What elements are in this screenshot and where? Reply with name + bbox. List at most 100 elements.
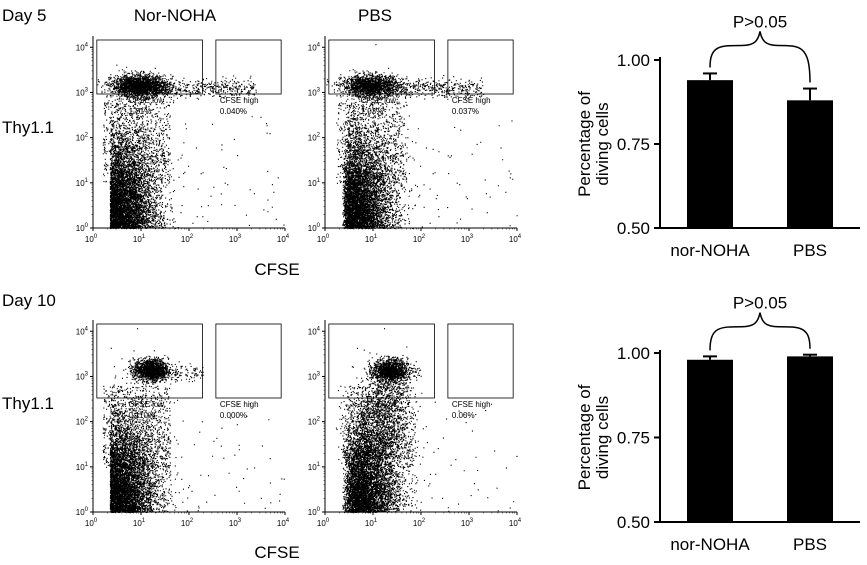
flow-y-tick-exp: 2: [85, 133, 89, 139]
x-label-row1: CFSE: [254, 260, 299, 279]
flow-x-tick-exp: 1: [374, 234, 378, 240]
gate-high-label: CFSE high: [220, 96, 259, 105]
bar-y-label-line1: Percentage of: [575, 91, 594, 197]
flow-x-tick-exp: 1: [142, 518, 146, 524]
gate-low-label: CFSE low: [361, 400, 397, 409]
bar-nor-noha: [687, 359, 733, 522]
significance-brace: [709, 312, 811, 351]
bar-category-label: PBS: [793, 241, 827, 260]
flow-x-tick-label: 100: [317, 234, 330, 244]
bar-nor-noha: [687, 80, 733, 228]
flow-x-tick-label: 100: [85, 518, 98, 528]
flow-y-tick-label: 100: [308, 223, 321, 233]
flow-y-tick-label: 102: [76, 133, 89, 143]
gate-cfse-high: [215, 39, 282, 95]
flow-x-tick-exp: 0: [326, 518, 330, 524]
panel-title-r1p1: Nor-NOHA: [134, 6, 217, 25]
flow-y-tick-exp: 4: [317, 326, 321, 332]
flow-x-tick-exp: 3: [238, 234, 242, 240]
gate-low-pct: 0.120%: [361, 411, 388, 420]
gate-cfse-high: [447, 39, 514, 95]
flow-event-dots: [97, 64, 285, 230]
flow-y-tick-label: 103: [76, 87, 89, 97]
flow-x-tick-label: 101: [365, 234, 378, 244]
gate-low-label: CFSE low: [361, 96, 397, 105]
flow-x-tick-exp: 2: [422, 234, 426, 240]
flow-y-tick-exp: 1: [317, 462, 321, 468]
flow-y-tick-label: 103: [76, 371, 89, 381]
flow-x-tick-label: 100: [317, 518, 330, 528]
flow-x-tick-label: 103: [229, 234, 242, 244]
gate-high-pct: 0.00%: [452, 411, 475, 420]
significance-label: P>0.05: [733, 12, 787, 31]
flow-x-tick-label: 100: [85, 234, 98, 244]
flow-y-tick-label: 101: [308, 178, 321, 188]
bar-y-tick-label: 1.00: [617, 51, 650, 70]
flow-x-tick-label: 101: [133, 234, 146, 244]
gate-low-pct: 1.03%: [361, 107, 384, 116]
flow-y-tick-label: 101: [76, 462, 89, 472]
gate-cfse-low: [328, 39, 435, 95]
bar-y-tick-label: 0.50: [617, 219, 650, 238]
flow-y-tick-label: 103: [308, 87, 321, 97]
flow-y-tick-label: 101: [76, 178, 89, 188]
y-marker-row2: Thy1.1: [2, 394, 54, 413]
bar-y-tick-label: 0.75: [617, 135, 650, 154]
flow-y-tick-exp: 1: [85, 178, 89, 184]
bar-y-tick-label: 0.75: [617, 429, 650, 448]
flow-x-tick-exp: 2: [190, 234, 194, 240]
flow-x-tick-exp: 1: [142, 234, 146, 240]
flow-y-tick-label: 100: [308, 507, 321, 517]
gate-high-label: CFSE high: [452, 400, 491, 409]
flow-x-tick-label: 104: [509, 518, 522, 528]
flow-x-tick-exp: 3: [238, 518, 242, 524]
flow-x-tick-exp: 4: [518, 518, 522, 524]
flow-y-tick-label: 104: [308, 326, 321, 336]
flow-x-tick-exp: 0: [326, 234, 330, 240]
gate-high-label: CFSE high: [452, 96, 491, 105]
flow-events: [335, 328, 518, 514]
x-label-row2: CFSE: [254, 543, 299, 562]
flow-x-tick-label: 101: [365, 518, 378, 528]
significance-brace: [709, 31, 811, 83]
gate-low-pct: 0.110%: [129, 411, 156, 420]
day-label-row2: Day 10: [2, 291, 56, 310]
flow-y-tick-exp: 0: [317, 507, 321, 513]
flow-y-tick-label: 103: [308, 371, 321, 381]
flow-x-tick-label: 103: [461, 518, 474, 528]
flow-y-tick-exp: 2: [317, 133, 321, 139]
flow-x-tick-label: 103: [461, 234, 474, 244]
flow-x-tick-exp: 2: [422, 518, 426, 524]
flow-x-tick-label: 102: [181, 234, 194, 244]
flow-y-tick-exp: 0: [85, 507, 89, 513]
gate-low-label: CFSE low: [129, 400, 165, 409]
flow-x-tick-exp: 3: [470, 234, 474, 240]
flow-y-tick-exp: 2: [85, 417, 89, 423]
gate-cfse-high: [447, 323, 514, 399]
flow-x-tick-label: 103: [229, 518, 242, 528]
flow-x-tick-label: 104: [277, 518, 290, 528]
flow-y-tick-label: 100: [76, 223, 89, 233]
flow-y-tick-exp: 0: [85, 223, 89, 229]
bar-y-label-line1: Percentage of: [575, 384, 594, 490]
gate-cfse-high: [215, 323, 282, 399]
bar-y-label-line2: diving cells: [593, 396, 612, 479]
flow-y-tick-exp: 3: [317, 371, 321, 377]
panel-title-r1p2: PBS: [358, 6, 392, 25]
flow-events: [326, 44, 518, 230]
bar-pbs: [787, 356, 833, 522]
flow-x-tick-exp: 4: [286, 518, 290, 524]
bar-y-label-line2: diving cells: [593, 102, 612, 185]
gate-low-pct: 1.21%: [129, 107, 152, 116]
flow-y-tick-label: 102: [308, 417, 321, 427]
y-marker-row1: Thy1.1: [2, 118, 54, 137]
significance-label: P>0.05: [733, 294, 787, 313]
flow-y-tick-label: 104: [76, 326, 89, 336]
gate-high-pct: 0.037%: [452, 107, 479, 116]
bar-chart-day10: 0.50 0.75 1.00 Percentage of diving cells nor…: [575, 294, 860, 554]
flow-events: [102, 328, 285, 514]
flow-y-tick-exp: 0: [317, 223, 321, 229]
